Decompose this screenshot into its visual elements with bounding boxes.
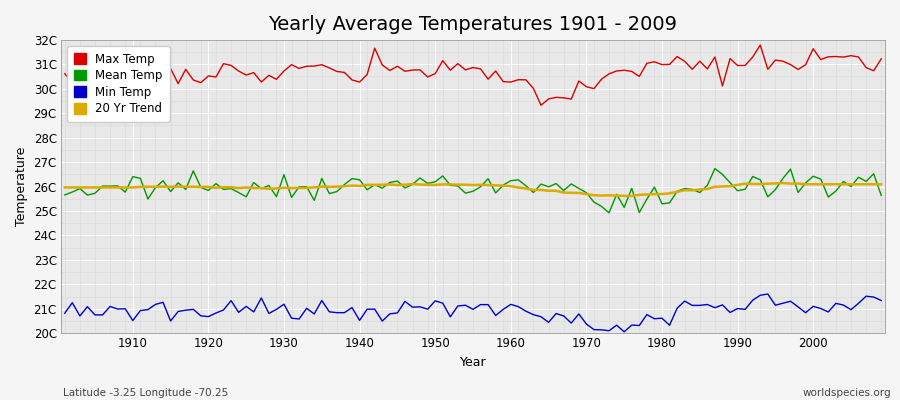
X-axis label: Year: Year (460, 356, 486, 369)
Title: Yearly Average Temperatures 1901 - 2009: Yearly Average Temperatures 1901 - 2009 (268, 15, 678, 34)
Text: Latitude -3.25 Longitude -70.25: Latitude -3.25 Longitude -70.25 (63, 388, 229, 398)
Y-axis label: Temperature: Temperature (15, 147, 28, 226)
Text: worldspecies.org: worldspecies.org (803, 388, 891, 398)
Legend: Max Temp, Mean Temp, Min Temp, 20 Yr Trend: Max Temp, Mean Temp, Min Temp, 20 Yr Tre… (67, 46, 170, 122)
